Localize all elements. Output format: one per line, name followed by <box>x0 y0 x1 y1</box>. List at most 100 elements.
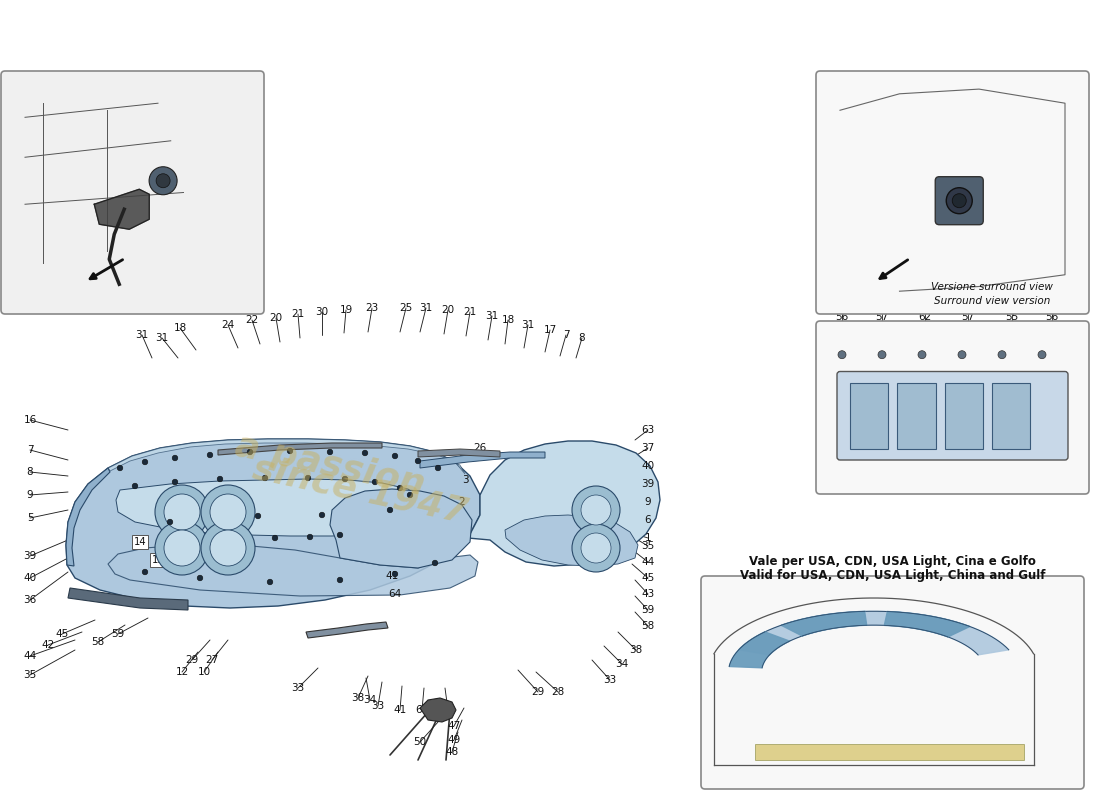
Text: 14: 14 <box>134 537 146 547</box>
Text: 51: 51 <box>44 159 57 170</box>
Circle shape <box>319 512 324 518</box>
Text: 7: 7 <box>563 330 570 340</box>
FancyBboxPatch shape <box>945 382 982 449</box>
Text: 33: 33 <box>292 683 305 693</box>
Text: 18: 18 <box>174 323 187 333</box>
Text: 34: 34 <box>363 695 376 705</box>
Polygon shape <box>95 190 150 230</box>
Text: 46: 46 <box>372 490 385 500</box>
Text: 2: 2 <box>459 455 465 465</box>
Text: 39: 39 <box>23 551 36 561</box>
Text: 52: 52 <box>139 84 152 94</box>
FancyBboxPatch shape <box>898 382 935 449</box>
Circle shape <box>327 450 333 454</box>
Circle shape <box>572 486 620 534</box>
Text: 44: 44 <box>23 651 36 661</box>
Circle shape <box>838 350 846 358</box>
FancyBboxPatch shape <box>816 321 1089 494</box>
Text: 20: 20 <box>441 305 454 315</box>
Text: 31: 31 <box>419 303 432 313</box>
Circle shape <box>581 533 611 563</box>
Circle shape <box>164 530 200 566</box>
Text: 57: 57 <box>961 312 975 322</box>
Circle shape <box>118 465 123 470</box>
Circle shape <box>397 485 403 490</box>
Circle shape <box>878 350 886 358</box>
Circle shape <box>998 350 1006 358</box>
Circle shape <box>164 494 200 530</box>
FancyBboxPatch shape <box>837 371 1068 460</box>
Text: 36: 36 <box>23 595 36 605</box>
Text: 25: 25 <box>399 303 412 313</box>
Text: 49: 49 <box>448 735 461 745</box>
Text: 50: 50 <box>414 737 427 747</box>
Text: 60: 60 <box>803 702 816 712</box>
Text: 58: 58 <box>641 621 654 631</box>
Text: 2: 2 <box>152 505 158 515</box>
Text: 42: 42 <box>42 640 55 650</box>
Circle shape <box>201 485 255 539</box>
Text: 53: 53 <box>172 122 185 132</box>
Circle shape <box>201 521 255 575</box>
Text: 26: 26 <box>278 517 292 527</box>
FancyBboxPatch shape <box>816 71 1089 314</box>
Text: 34: 34 <box>615 659 628 669</box>
Text: 28: 28 <box>551 687 564 697</box>
Polygon shape <box>66 468 110 566</box>
Text: 29: 29 <box>186 655 199 665</box>
Circle shape <box>393 571 398 577</box>
Text: 3: 3 <box>246 521 253 531</box>
Circle shape <box>393 453 398 459</box>
Circle shape <box>142 570 147 574</box>
Polygon shape <box>420 452 544 468</box>
Text: 31: 31 <box>485 311 498 321</box>
Polygon shape <box>781 611 867 636</box>
Polygon shape <box>116 479 420 536</box>
Circle shape <box>248 450 253 454</box>
Text: 3: 3 <box>462 517 469 527</box>
Polygon shape <box>66 439 480 608</box>
Text: 30: 30 <box>316 307 329 317</box>
Text: 21: 21 <box>463 307 476 317</box>
Text: Surround view version: Surround view version <box>934 296 1050 306</box>
Text: 13: 13 <box>398 513 411 523</box>
Text: 37: 37 <box>641 443 654 453</box>
Circle shape <box>918 350 926 358</box>
Text: 16: 16 <box>23 415 36 425</box>
Circle shape <box>338 578 343 582</box>
Circle shape <box>1038 350 1046 358</box>
Text: since 1947: since 1947 <box>250 450 471 530</box>
Text: 15: 15 <box>152 555 164 565</box>
Circle shape <box>132 483 138 489</box>
Text: 48: 48 <box>446 747 459 757</box>
Text: 26: 26 <box>473 443 486 453</box>
Text: 31: 31 <box>155 333 168 343</box>
Text: 56: 56 <box>1045 312 1058 322</box>
Text: 63: 63 <box>641 425 654 435</box>
Text: 18: 18 <box>502 315 515 325</box>
Text: 62: 62 <box>918 312 932 322</box>
Circle shape <box>958 350 966 358</box>
Text: 38: 38 <box>351 693 364 703</box>
Text: 35: 35 <box>641 541 654 551</box>
Text: 41: 41 <box>394 705 407 715</box>
Text: 15: 15 <box>441 540 454 550</box>
FancyBboxPatch shape <box>701 576 1084 789</box>
Polygon shape <box>505 515 638 566</box>
Polygon shape <box>418 449 500 457</box>
Text: 23: 23 <box>365 303 378 313</box>
FancyBboxPatch shape <box>1 71 264 314</box>
Text: 54: 54 <box>880 322 893 331</box>
Text: 22: 22 <box>245 315 258 325</box>
Text: 5: 5 <box>26 513 33 523</box>
Circle shape <box>155 521 209 575</box>
Circle shape <box>272 535 278 541</box>
Circle shape <box>946 188 972 214</box>
Circle shape <box>155 485 209 539</box>
Circle shape <box>581 495 611 525</box>
Text: 64: 64 <box>416 705 429 715</box>
Text: 20: 20 <box>362 515 375 525</box>
Circle shape <box>432 560 438 566</box>
Text: 31: 31 <box>135 330 149 340</box>
Polygon shape <box>218 443 382 455</box>
